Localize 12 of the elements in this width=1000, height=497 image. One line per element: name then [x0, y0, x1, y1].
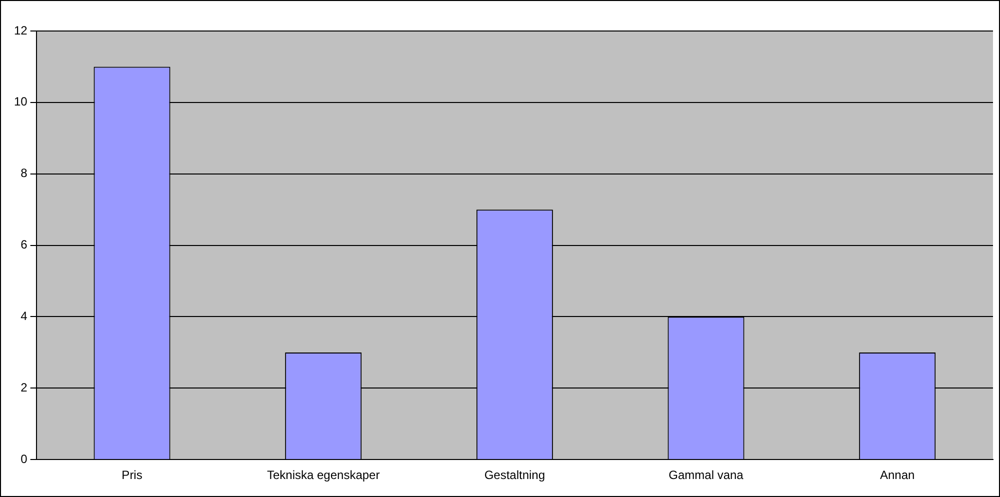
- y-tick-label: 6: [20, 238, 28, 252]
- y-tick-label: 0: [20, 452, 28, 466]
- x-tick-label: Gammal vana: [668, 468, 744, 482]
- y-tick-label: 8: [20, 166, 28, 180]
- y-tick-label: 4: [20, 309, 28, 324]
- x-tick-label: Annan: [880, 468, 915, 482]
- y-tick-label: 2: [20, 380, 28, 394]
- x-tick-label: Pris: [122, 468, 142, 482]
- y-tick-label: 12: [14, 23, 28, 38]
- y-tick-label: 10: [14, 94, 28, 109]
- x-tick-label: Tekniska egenskaper: [266, 468, 380, 482]
- x-tick-label: Gestaltning: [484, 468, 546, 482]
